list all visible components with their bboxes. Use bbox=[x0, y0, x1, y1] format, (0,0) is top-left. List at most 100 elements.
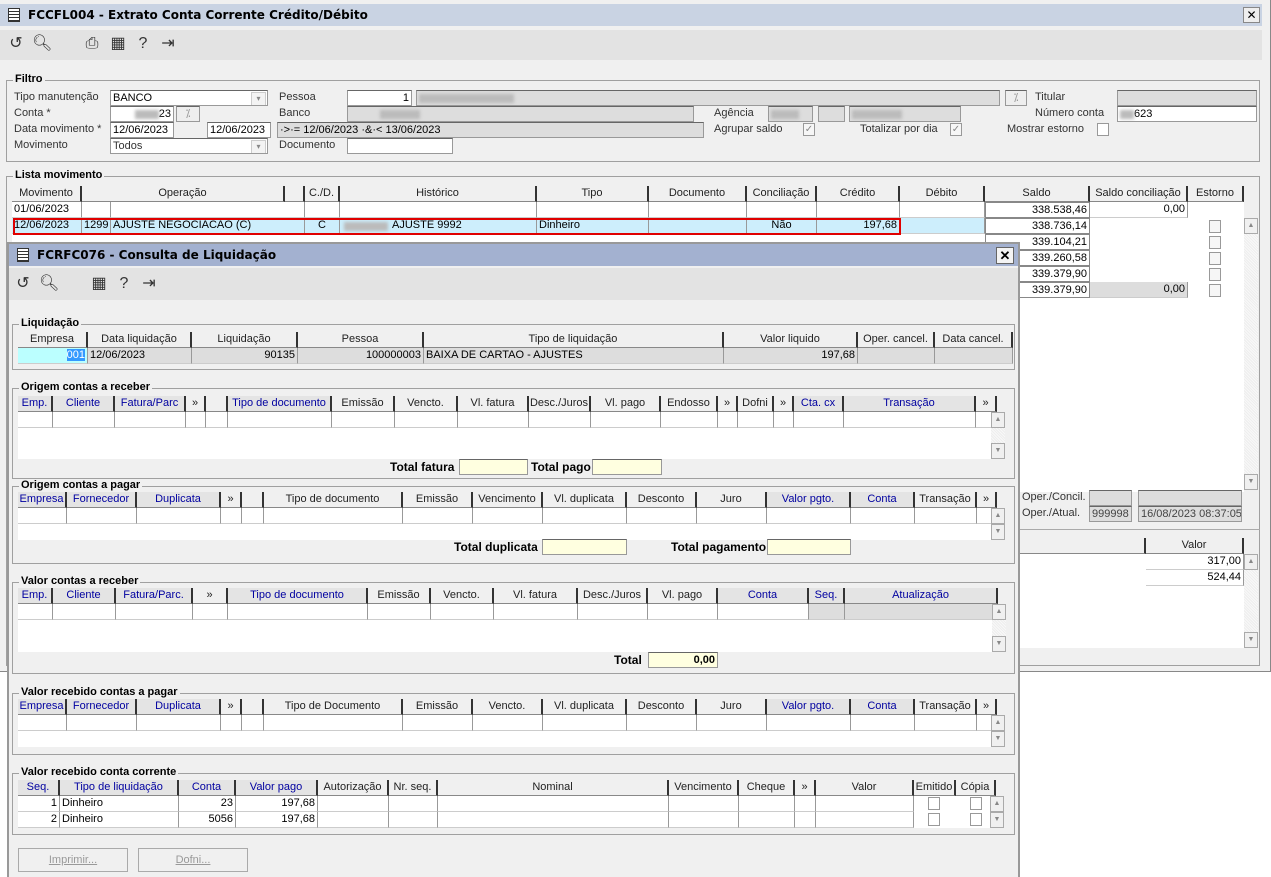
grid-cell[interactable] bbox=[858, 348, 935, 364]
grid-cell[interactable] bbox=[816, 796, 914, 812]
grid-cell[interactable] bbox=[739, 796, 795, 812]
grid-cell[interactable] bbox=[67, 715, 137, 731]
documento-cell[interactable] bbox=[649, 218, 747, 234]
column-header-calendar[interactable] bbox=[242, 699, 264, 715]
column-header-[interactable]: » bbox=[977, 492, 997, 508]
emitido-checkbox[interactable] bbox=[928, 797, 940, 810]
dofni-button[interactable]: Dofni... bbox=[138, 848, 248, 872]
documento-cell[interactable] bbox=[649, 202, 747, 218]
grid-cell[interactable] bbox=[795, 812, 816, 828]
column-header-[interactable]: » bbox=[221, 699, 242, 715]
column-header-calendar[interactable] bbox=[206, 396, 228, 412]
column-header-tipo-de-documento[interactable]: Tipo de Documento bbox=[264, 699, 403, 715]
grid-cell[interactable] bbox=[137, 715, 221, 731]
grid-cell[interactable] bbox=[767, 508, 851, 524]
column-header-cr-dito[interactable]: Crédito bbox=[817, 186, 900, 202]
scroll-down-button[interactable]: ▼ bbox=[1244, 474, 1258, 490]
grid-cell[interactable]: Dinheiro bbox=[60, 812, 179, 828]
column-header-vencto[interactable]: Vencto. bbox=[473, 699, 543, 715]
grid-cell[interactable]: BAIXA DE CARTAO - AJUSTES bbox=[424, 348, 724, 364]
grid-cell[interactable] bbox=[18, 412, 53, 428]
column-header-tipo-de-liquida-o[interactable]: Tipo de liquidação bbox=[60, 780, 179, 796]
grid-cell[interactable] bbox=[669, 796, 739, 812]
column-header-c-pia[interactable]: Cópia bbox=[956, 780, 996, 796]
column-header-saldo-concilia-o[interactable]: Saldo conciliação bbox=[1090, 186, 1188, 202]
grid-cell[interactable] bbox=[845, 604, 998, 620]
movimento-cell[interactable]: 01/06/2023 bbox=[12, 202, 82, 218]
column-header-emiss-o[interactable]: Emissão bbox=[332, 396, 395, 412]
grid-cell[interactable] bbox=[494, 604, 578, 620]
grid-cell[interactable] bbox=[915, 715, 977, 731]
grid-cell[interactable] bbox=[697, 715, 767, 731]
grid-cell[interactable] bbox=[206, 412, 228, 428]
column-header-estorno[interactable]: Estorno bbox=[1188, 186, 1244, 202]
column-header-[interactable]: » bbox=[186, 396, 206, 412]
column-header-empresa[interactable]: Empresa bbox=[18, 332, 88, 348]
estorno-checkbox[interactable] bbox=[1209, 252, 1221, 265]
grid-cell[interactable] bbox=[844, 412, 976, 428]
scroll-up-button[interactable]: ▲ bbox=[990, 796, 1004, 812]
grid-cell[interactable] bbox=[228, 412, 332, 428]
column-header-oper-cancel[interactable]: Oper. cancel. bbox=[858, 332, 935, 348]
column-header-[interactable]: » bbox=[193, 588, 228, 604]
grid-cell[interactable] bbox=[543, 715, 627, 731]
valores-scrollbar[interactable]: ▲ ▼ bbox=[1244, 554, 1258, 648]
column-header-vl-fatura[interactable]: Vl. fatura bbox=[494, 588, 578, 604]
conta-input[interactable]: 23 bbox=[110, 106, 174, 122]
grid-cell[interactable] bbox=[53, 412, 115, 428]
scroll-down-button[interactable]: ▼ bbox=[992, 636, 1006, 652]
operacao-codigo-cell[interactable]: 1299 bbox=[82, 218, 111, 234]
scroll-down-button[interactable]: ▼ bbox=[991, 731, 1005, 747]
grid-cell[interactable] bbox=[264, 715, 403, 731]
grid-scrollbar[interactable]: ▲ ▼ bbox=[991, 508, 1005, 540]
column-header-pessoa[interactable]: Pessoa bbox=[298, 332, 424, 348]
column-header-juro[interactable]: Juro bbox=[697, 699, 767, 715]
column-header-endosso[interactable]: Endosso bbox=[661, 396, 718, 412]
undo-icon[interactable]: ↺ bbox=[16, 275, 30, 292]
grid-cell[interactable] bbox=[116, 604, 193, 620]
documento-input[interactable] bbox=[347, 138, 453, 154]
grid-cell[interactable] bbox=[431, 604, 494, 620]
column-header-data-liquida-o[interactable]: Data liquidação bbox=[88, 332, 192, 348]
column-header-emiss-o[interactable]: Emissão bbox=[403, 492, 473, 508]
column-header-valor-pgto[interactable]: Valor pgto. bbox=[767, 699, 851, 715]
column-header-valor-liquido[interactable]: Valor liquido bbox=[724, 332, 858, 348]
column-header-conta[interactable]: Conta bbox=[851, 492, 915, 508]
column-header-emiss-o[interactable]: Emissão bbox=[368, 588, 431, 604]
grid-cell[interactable] bbox=[851, 508, 915, 524]
column-header-concilia-o[interactable]: Conciliação bbox=[747, 186, 817, 202]
data-inicio-input[interactable]: 12/06/2023 bbox=[110, 122, 174, 138]
cd-cell[interactable]: C bbox=[305, 218, 340, 234]
grid-cell[interactable] bbox=[794, 412, 844, 428]
column-header-transa-o[interactable]: Transação bbox=[915, 699, 977, 715]
estorno-checkbox[interactable] bbox=[1209, 236, 1221, 249]
column-header-tipo[interactable]: Tipo bbox=[537, 186, 649, 202]
total-field[interactable]: 0,00 bbox=[648, 652, 718, 668]
column-header-vl-pago[interactable]: Vl. pago bbox=[591, 396, 661, 412]
scroll-up-button[interactable]: ▲ bbox=[991, 412, 1005, 428]
grid-cell[interactable] bbox=[318, 796, 389, 812]
grid-cell[interactable] bbox=[851, 715, 915, 731]
column-header-valor-pgto[interactable]: Valor pgto. bbox=[767, 492, 851, 508]
search-icon[interactable]: 🔍︎ bbox=[39, 275, 60, 292]
column-header-data-cancel[interactable]: Data cancel. bbox=[935, 332, 1013, 348]
scroll-up-button[interactable]: ▲ bbox=[1244, 554, 1258, 570]
grid-cell[interactable]: 100000003 bbox=[298, 348, 424, 364]
column-header-conta[interactable]: Conta bbox=[179, 780, 236, 796]
pessoa-lookup-button[interactable]: ⁒ bbox=[1005, 90, 1027, 106]
column-header-emp[interactable]: Emp. bbox=[18, 396, 53, 412]
grid-cell[interactable] bbox=[669, 812, 739, 828]
column-header-[interactable]: » bbox=[977, 699, 997, 715]
column-header-juro[interactable]: Juro bbox=[697, 492, 767, 508]
column-header-emp[interactable]: Emp. bbox=[18, 588, 53, 604]
calendar-icon[interactable]: ▦ bbox=[110, 35, 126, 52]
total-pago-field[interactable] bbox=[592, 459, 662, 475]
column-header-desc-juros[interactable]: Desc./Juros bbox=[578, 588, 648, 604]
column-header-opera-o[interactable]: Operação bbox=[82, 186, 285, 202]
tipo-cell[interactable] bbox=[537, 202, 649, 218]
column-header-vencto[interactable]: Vencto. bbox=[431, 588, 494, 604]
column-header-[interactable]: » bbox=[718, 396, 738, 412]
column-header-duplicata[interactable]: Duplicata bbox=[137, 492, 221, 508]
grid-cell[interactable] bbox=[264, 508, 403, 524]
column-header-vl-fatura[interactable]: Vl. fatura bbox=[458, 396, 529, 412]
